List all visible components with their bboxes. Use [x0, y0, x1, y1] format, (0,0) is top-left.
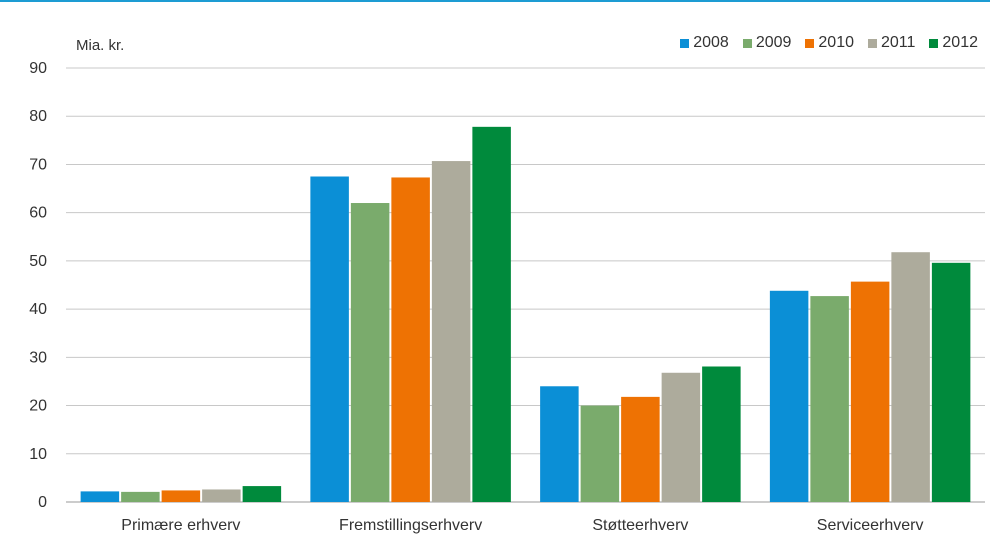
y-tick-label: 50 — [29, 253, 47, 270]
legend-item-2012: 2012 — [929, 34, 978, 52]
x-tick-label: Primære erhverv — [121, 517, 240, 534]
x-tick-label: Serviceerhverv — [817, 517, 924, 534]
y-tick-label: 10 — [29, 446, 47, 463]
bar-2011-2 — [661, 372, 701, 502]
bar-2010-1 — [391, 177, 430, 502]
bar-2008-3 — [769, 290, 809, 502]
bar-2010-2 — [621, 396, 660, 502]
legend-item-2011: 2011 — [868, 34, 915, 52]
bar-2012-2 — [702, 366, 741, 502]
y-tick-label: 40 — [29, 301, 47, 318]
x-tick-labels: Primære erhverv Fremstillingserhverv Støtt… — [121, 517, 923, 534]
bar-2011-0 — [202, 489, 241, 502]
legend-label: 2011 — [881, 34, 916, 51]
legend-label: 2012 — [942, 34, 978, 51]
bar-2009-3 — [810, 296, 849, 502]
bar-2009-2 — [580, 405, 620, 502]
legend-label: 2010 — [818, 34, 854, 51]
y-tick-labels: 0 10 20 30 40 50 60 70 80 90 — [29, 60, 47, 511]
x-tick-label: Fremstillingserhverv — [339, 517, 482, 534]
legend-label: 2009 — [755, 34, 792, 51]
legend-swatch — [742, 38, 752, 48]
bar-2008-0 — [80, 491, 120, 502]
y-tick-label: 30 — [29, 349, 47, 366]
bar-2011-1 — [431, 161, 471, 502]
bar-2010-3 — [850, 281, 890, 502]
bar-2009-0 — [121, 491, 160, 502]
y-tick-label: 70 — [29, 156, 47, 173]
y-tick-label: 0 — [38, 494, 47, 511]
bars — [80, 126, 971, 502]
bar-2009-1 — [350, 203, 390, 502]
bar-2011-3 — [891, 252, 930, 502]
legend-swatch — [868, 38, 877, 48]
y-tick-label: 90 — [29, 60, 47, 77]
legend: 2008 2009 2010 2011 2012 — [680, 34, 978, 52]
legend-swatch — [680, 38, 690, 48]
y-tick-label: 20 — [29, 398, 47, 415]
legend-item-2009: 2009 — [742, 34, 792, 52]
bar-2008-2 — [540, 386, 579, 502]
bar-2012-3 — [931, 262, 971, 502]
legend-label: 2008 — [693, 34, 729, 51]
legend-item-2010: 2010 — [805, 34, 854, 52]
legend-swatch — [805, 38, 815, 48]
top-accent-rule — [0, 0, 990, 2]
legend-item-2008: 2008 — [680, 34, 729, 52]
bar-2010-0 — [161, 490, 201, 502]
y-tick-label: 60 — [29, 205, 47, 222]
y-axis-label: Mia. kr. — [76, 37, 125, 54]
y-tick-label: 80 — [29, 108, 47, 125]
bar-2008-1 — [310, 176, 349, 502]
legend-swatch — [929, 38, 939, 48]
x-tick-label: Støtteerhverv — [592, 517, 688, 534]
bar-2012-0 — [242, 486, 282, 502]
bar-2012-1 — [472, 126, 511, 502]
